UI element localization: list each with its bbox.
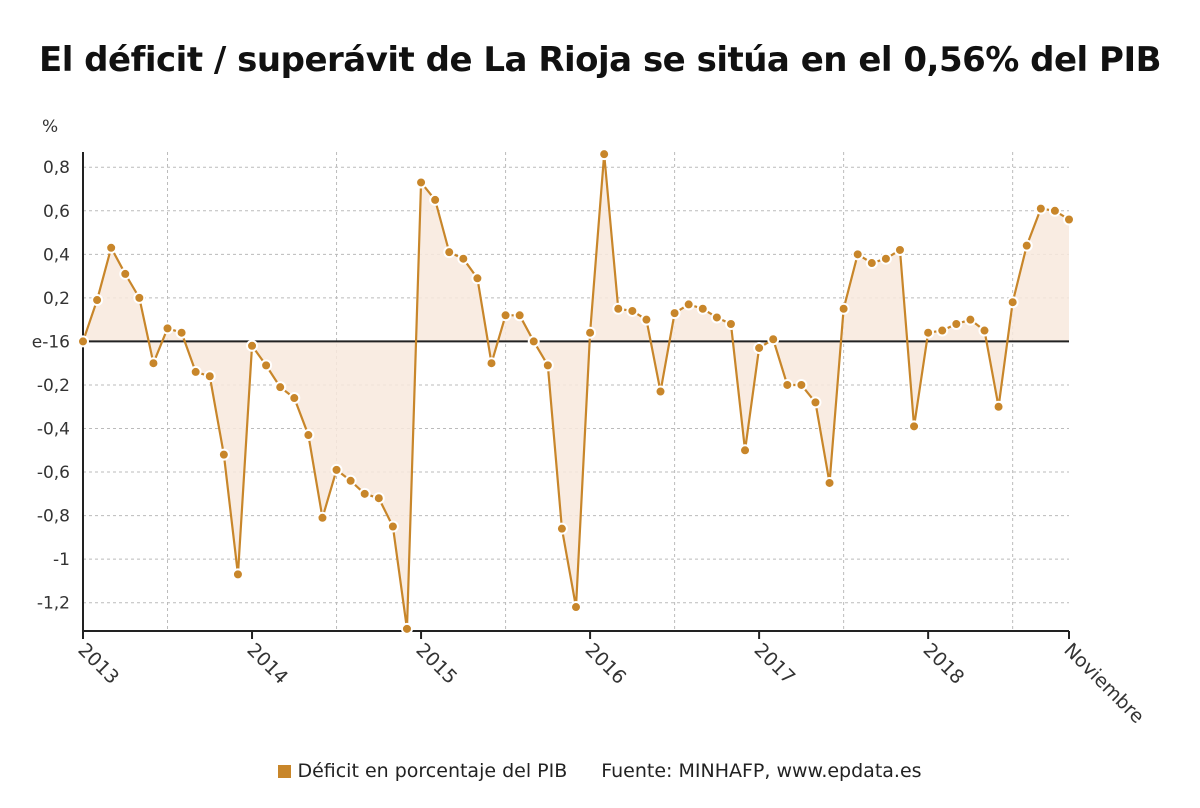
data-point [161, 322, 174, 335]
data-point [809, 396, 822, 409]
data-point [837, 302, 850, 315]
x-tick-label: 2014 [242, 639, 292, 689]
data-point [598, 148, 611, 161]
data-point [386, 520, 399, 533]
x-tick-label: Noviembre [1059, 639, 1148, 728]
data-point [767, 333, 780, 346]
data-point [654, 385, 667, 398]
data-point [795, 378, 808, 391]
data-point [668, 307, 681, 320]
data-point [739, 444, 752, 457]
data-point [682, 298, 695, 311]
data-point [105, 241, 118, 254]
chart-title: El déficit / superávit de La Rioja se si… [38, 40, 1162, 80]
data-point [358, 487, 371, 500]
data-point [1006, 296, 1019, 309]
data-point [443, 246, 456, 259]
legend-label: Déficit en porcentaje del PIB [297, 760, 568, 782]
legend: Déficit en porcentaje del PIB Fuente: MIN… [0, 760, 1200, 782]
y-tick-label: 0,8 [43, 158, 70, 178]
y-tick-label: -0,6 [37, 463, 70, 483]
series-area [83, 154, 1069, 629]
y-tick-label: e-16 [32, 332, 70, 352]
data-point [246, 339, 259, 352]
y-tick-label: 0,2 [43, 289, 70, 309]
data-point [978, 324, 991, 337]
data-point [77, 335, 89, 348]
y-tick-label: -0,4 [37, 420, 70, 440]
data-point [527, 335, 540, 348]
x-tick-label: 2017 [750, 639, 800, 689]
data-point [555, 522, 568, 535]
data-point [203, 370, 216, 383]
y-tick-label: -0,8 [37, 507, 70, 527]
data-point [302, 429, 315, 442]
data-point [189, 365, 202, 378]
data-point [992, 400, 1005, 413]
data-point [344, 474, 357, 487]
data-point [865, 257, 878, 270]
data-point [640, 313, 653, 326]
data-point [175, 326, 188, 339]
data-point [584, 326, 597, 339]
x-tick-label: 2018 [919, 639, 969, 689]
x-tick-label: 2013 [73, 639, 123, 689]
data-point [372, 492, 385, 505]
data-point [950, 318, 963, 330]
data-point [1063, 213, 1075, 226]
data-point [217, 448, 230, 461]
y-tick-label: -1,2 [37, 594, 70, 614]
data-point [429, 193, 442, 206]
y-unit-label: % [42, 117, 58, 137]
y-tick-label: -0,2 [37, 376, 70, 396]
data-point [485, 357, 498, 370]
x-tick-label: 2016 [581, 639, 631, 689]
data-point [612, 302, 625, 315]
data-point [471, 272, 484, 285]
data-point [260, 359, 273, 372]
data-point [753, 341, 766, 354]
data-point [781, 378, 794, 391]
x-tick-label: 2015 [412, 639, 462, 689]
data-point [147, 357, 160, 370]
data-point [823, 476, 836, 489]
data-point [133, 291, 146, 304]
data-point [851, 248, 864, 261]
data-point [316, 511, 329, 524]
data-point [893, 243, 906, 256]
data-point [724, 318, 737, 330]
data-point [415, 176, 428, 189]
data-point [231, 568, 244, 581]
data-point [1034, 202, 1047, 215]
y-tick-label: 0,6 [43, 202, 70, 222]
data-point [696, 302, 709, 315]
data-point [274, 381, 287, 394]
y-tick-label: -1 [53, 550, 70, 570]
source-text: Fuente: MINHAFP, www.epdata.es [601, 760, 922, 782]
data-point [1048, 204, 1061, 217]
data-point [400, 622, 413, 635]
data-point [330, 463, 343, 476]
data-point [936, 324, 949, 337]
data-point [91, 294, 104, 307]
data-point [1020, 239, 1033, 252]
data-point [908, 420, 921, 433]
data-point [288, 392, 301, 405]
data-point [513, 309, 526, 322]
data-point [964, 313, 977, 326]
data-point [922, 326, 935, 339]
data-point [119, 267, 132, 280]
data-point [710, 311, 723, 324]
data-point [499, 309, 512, 322]
y-tick-label: 0,4 [43, 245, 70, 265]
legend-swatch [278, 765, 292, 778]
data-point [570, 601, 582, 614]
data-point [457, 252, 470, 265]
data-point [626, 304, 639, 317]
data-point [541, 359, 554, 372]
data-point [879, 252, 892, 265]
